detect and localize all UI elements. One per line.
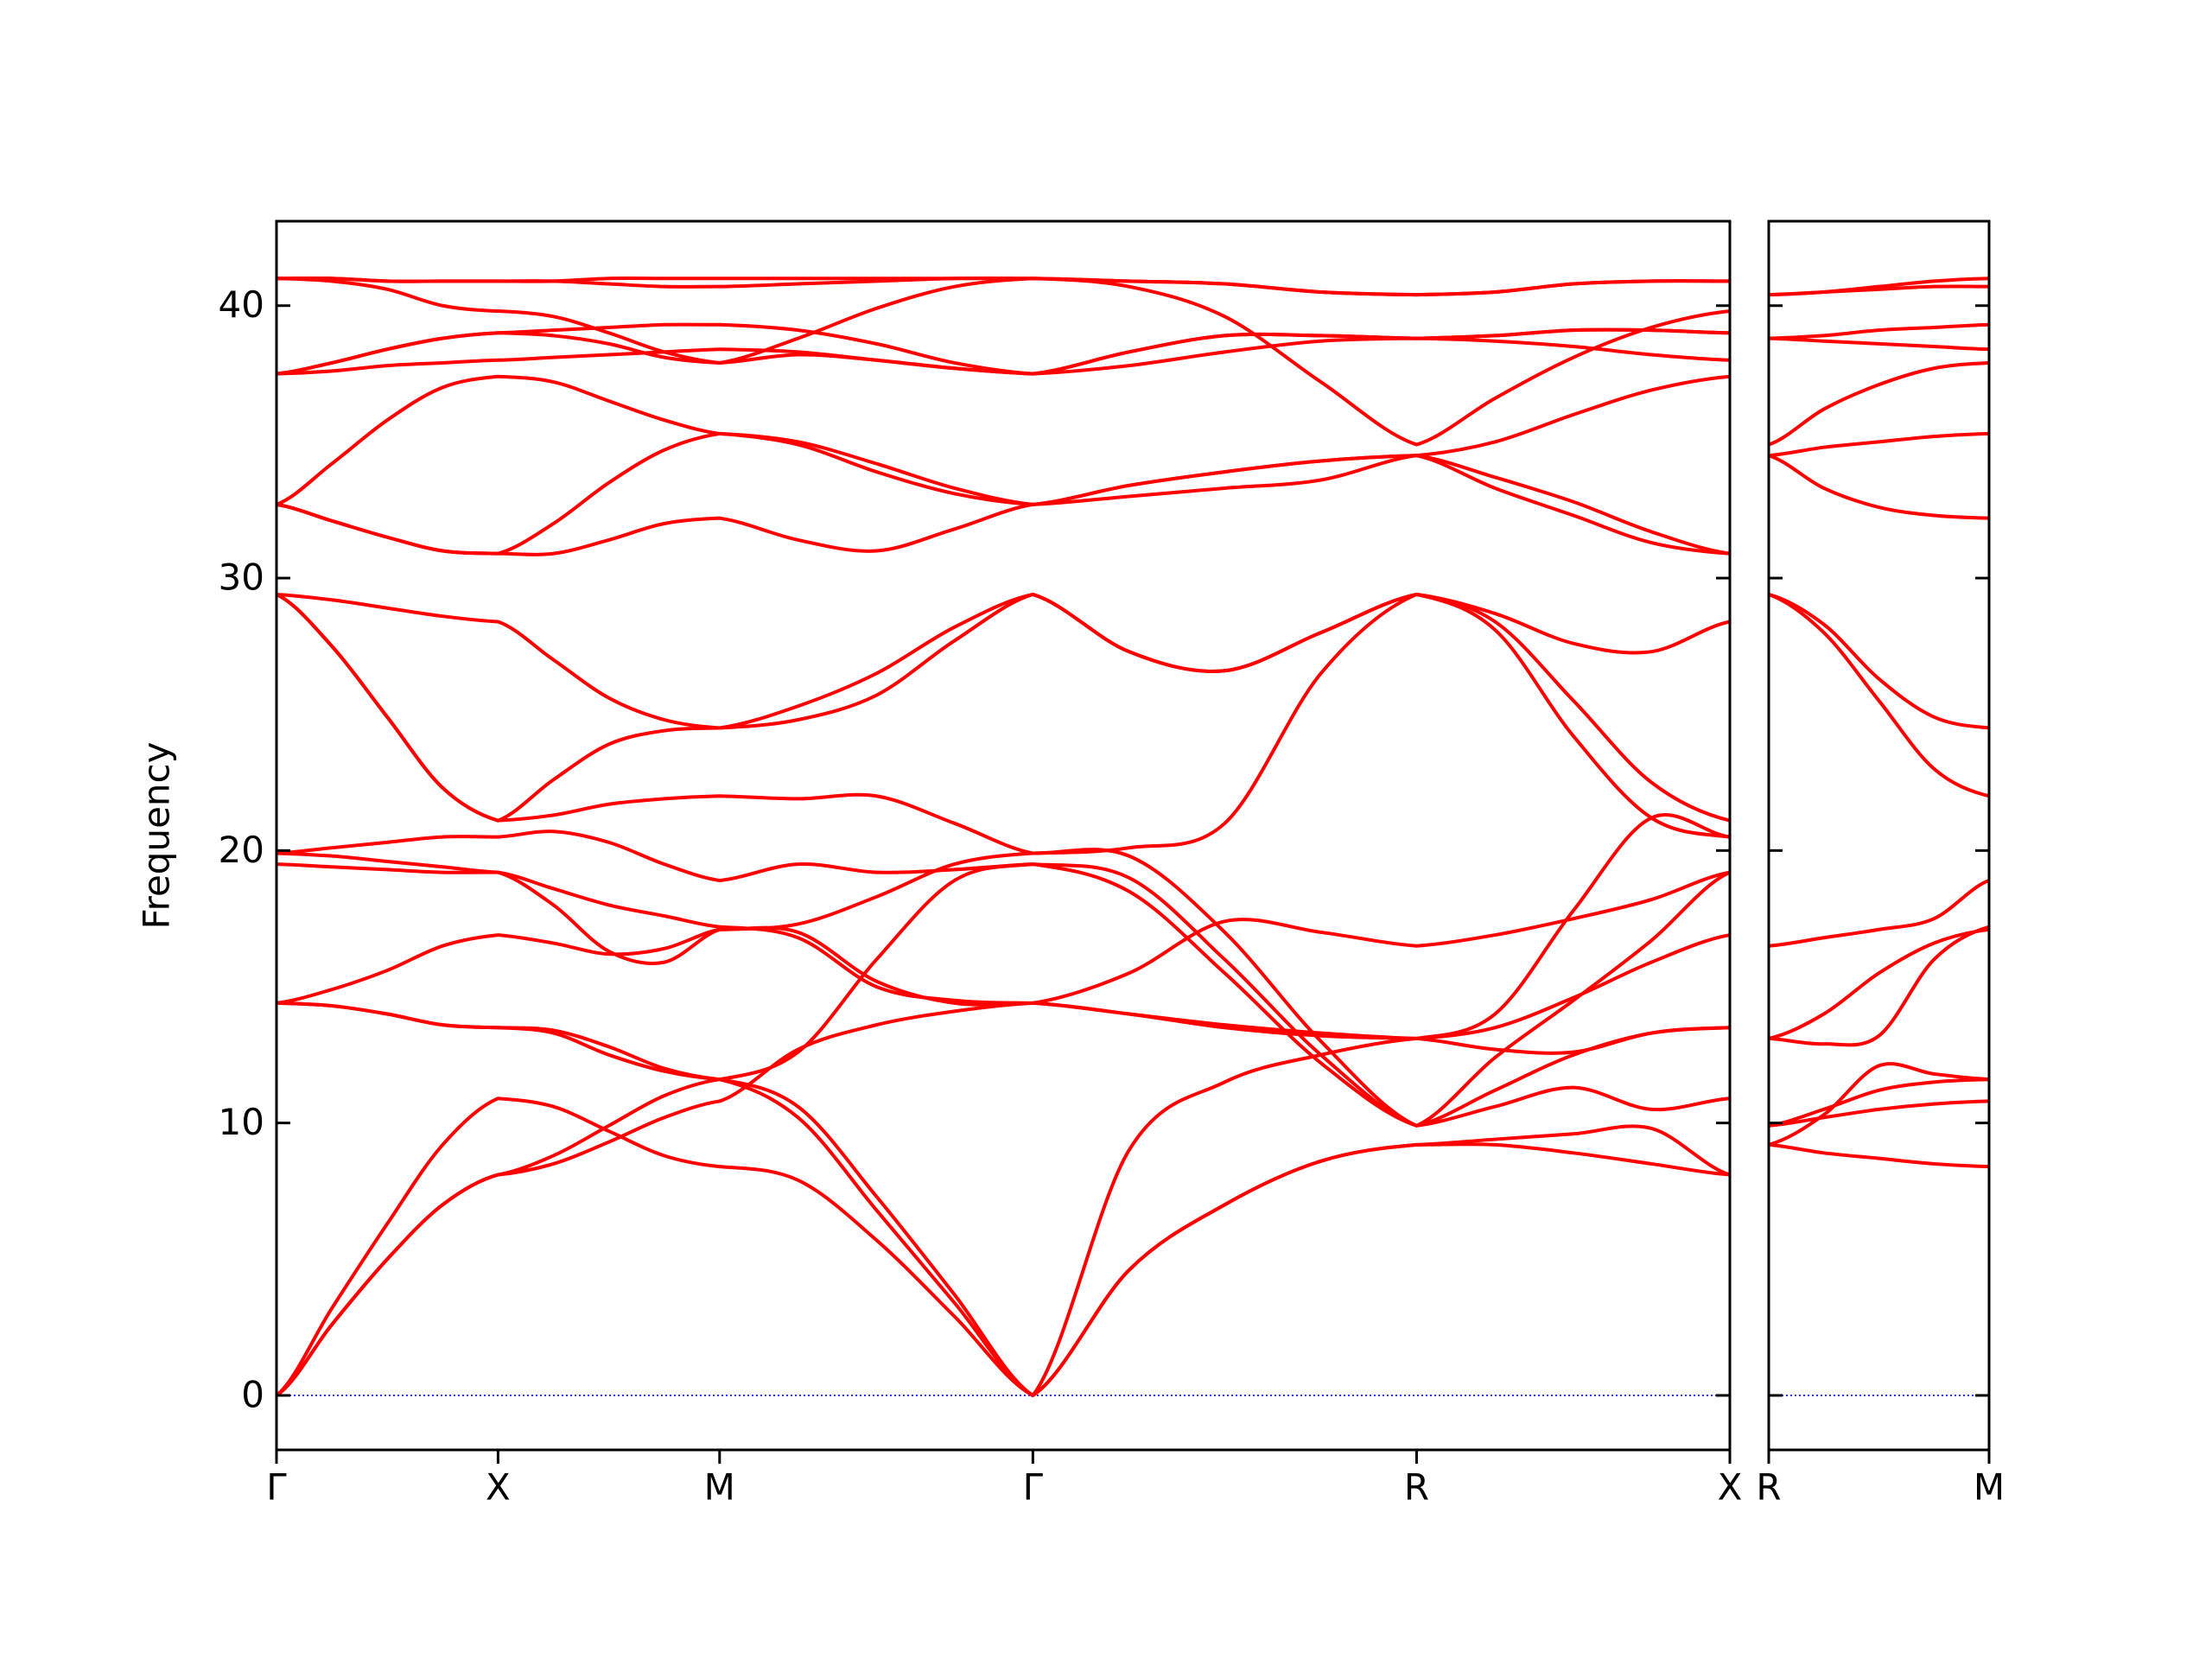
band-line [276,276,1731,297]
band-line [275,1077,1731,1397]
y-tick-label: 40 [219,283,264,326]
band-line [1768,925,1990,1047]
band-line [276,1001,1731,1397]
y-tick-label: 10 [219,1101,264,1143]
x-tick-label: R [1756,1466,1781,1509]
band-line [1768,360,1990,447]
plot-frame [275,219,1732,1452]
band-line [1768,1062,1990,1147]
band-line [276,592,1731,839]
band-line [276,431,1731,556]
y-axis-label: Frequency [136,742,178,930]
x-tick-label: Γ [1023,1466,1044,1509]
band-line [275,812,1731,1397]
band-line [1768,276,1990,297]
band-line [276,862,1731,1128]
band-line [276,454,1731,556]
band-line [276,592,1731,1005]
band-line [276,374,1731,506]
x-tick-label: M [1974,1466,2005,1509]
x-tick-label: X [486,1466,511,1509]
band-line [276,276,1731,447]
band-line [276,276,1731,376]
band-line [1768,927,1990,1040]
y-tick-label: 20 [219,829,264,871]
x-tick-label: X [1718,1466,1743,1509]
band-line [275,1001,1731,1397]
band-line [1768,454,1990,520]
band-line [1768,593,1990,730]
band-line [276,830,1731,1128]
band-line [276,851,1731,1040]
band-line [276,593,1731,1128]
x-tick-label: Γ [266,1466,287,1509]
band-line [1768,336,1990,352]
x-tick-label: M [704,1466,735,1509]
y-tick-label: 30 [219,556,264,599]
band-line [1768,322,1990,340]
band-line [276,592,1731,823]
band-line [1768,593,1990,798]
x-tick-label: R [1404,1466,1429,1509]
band-line [276,336,1731,376]
band-line [1768,1077,1990,1128]
plot-frame [1767,219,1991,1452]
band-line [1768,1142,1990,1169]
band-line [1768,1099,1990,1128]
band-line [1768,879,1990,948]
y-tick-label: 0 [241,1373,264,1415]
band-line [1768,431,1990,458]
